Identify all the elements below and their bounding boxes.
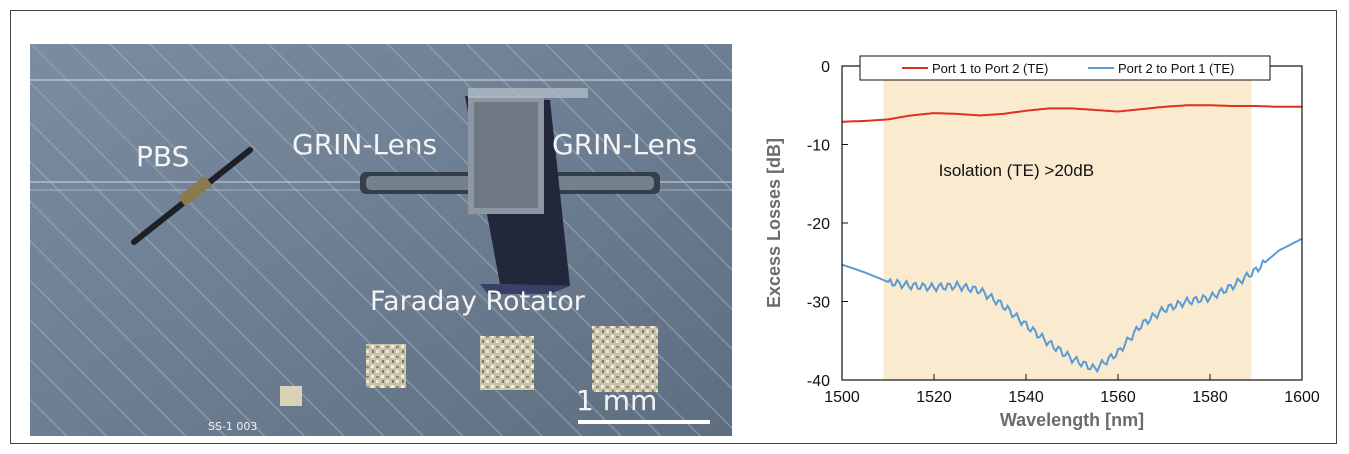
grin-lens-left-label: GRIN-Lens — [292, 128, 437, 161]
y-tick-label: -30 — [807, 295, 830, 312]
scale-bar-label: 1 mm — [576, 384, 657, 417]
faraday-rotator-label: Faraday Rotator — [370, 286, 586, 317]
y-tick-label: -10 — [807, 138, 830, 155]
bond-pads — [280, 326, 658, 406]
pbs-label: PBS — [136, 140, 189, 173]
y-tick-label: -40 — [807, 373, 830, 390]
chip-micrograph: PBS GRIN-Lens GRIN-Lens Faraday Rotator … — [30, 44, 732, 436]
x-tick-label: 1580 — [1192, 389, 1228, 406]
x-tick-label: 1540 — [1008, 389, 1044, 406]
ticks-layer: 1500 1520 1540 1560 1580 1600 0 -10 -20 -30 -40 — [807, 59, 1320, 406]
y-tick-label: -20 — [807, 216, 830, 233]
isolation-band — [883, 66, 1252, 380]
micrograph-image: PBS GRIN-Lens GRIN-Lens Faraday Rotator … — [30, 44, 732, 436]
series-line-port1-to-port2 — [842, 104, 1302, 123]
y-axis-label: Excess Losses [dB] — [764, 138, 784, 308]
pbs-device — [131, 147, 253, 245]
legend-box — [859, 55, 1271, 81]
series-layer — [841, 104, 1303, 374]
isolation-annotation: Isolation (TE) >20dB — [939, 161, 1094, 180]
x-tick-label: 1560 — [1100, 389, 1136, 406]
faraday-rotator-device — [360, 88, 660, 294]
legend-label-port2-to-port1: Port 2 to Port 1 (TE) — [1118, 61, 1234, 76]
excess-loss-chart: 1500 1520 1540 1560 1580 1600 0 -10 -20 -30 -40 Po… — [750, 44, 1320, 444]
x-tick-label: 1500 — [824, 389, 860, 406]
y-tick-label: 0 — [821, 59, 830, 76]
series-line-port2-to-port1 — [841, 237, 1303, 374]
chart-svg: 1500 1520 1540 1560 1580 1600 0 -10 -20 -30 -40 Po… — [764, 55, 1320, 430]
grin-lens-right-label: GRIN-Lens — [552, 128, 697, 161]
legend: Port 1 to Port 2 (TE) Port 2 to Port 1 (… — [859, 55, 1271, 81]
chip-mark-label: SS-1 003 — [208, 420, 257, 433]
x-axis-label: Wavelength [nm] — [1000, 410, 1144, 430]
legend-label-port1-to-port2: Port 1 to Port 2 (TE) — [932, 61, 1048, 76]
x-tick-label: 1520 — [916, 389, 952, 406]
x-tick-label: 1600 — [1284, 389, 1320, 406]
